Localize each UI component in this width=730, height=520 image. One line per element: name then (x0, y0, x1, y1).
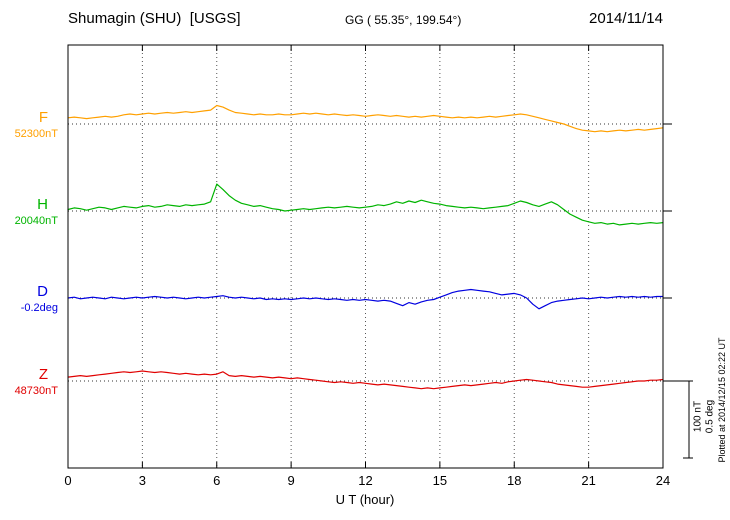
x-tick-label: 21 (581, 473, 596, 488)
geographic-coordinates: GG ( 55.35°, 199.54°) (345, 13, 462, 27)
x-tick-label: 24 (655, 473, 671, 488)
x-tick-label: 12 (358, 473, 373, 488)
x-tick-label: 0 (64, 473, 72, 488)
x-tick-label: 15 (432, 473, 448, 488)
trace-D (67, 288, 664, 310)
scale-bar-label-nt: 100 nT (692, 400, 704, 433)
x-tick-label: 6 (213, 473, 221, 488)
date-label: 2014/11/14 (589, 10, 663, 27)
series-baseline-value-h: 20040nT (14, 215, 58, 227)
x-tick-label: 18 (507, 473, 522, 488)
trace-Z (67, 370, 664, 390)
series-baseline-value-z: 48730nT (14, 385, 58, 397)
x-tick-label: 9 (287, 473, 295, 488)
trace-H (67, 183, 664, 226)
series-label-d: D (37, 283, 48, 300)
series-baseline-value-f: 52300nT (14, 128, 58, 140)
x-axis-label: U T (hour) (335, 492, 395, 507)
series-baseline-value-d: -0.2deg (20, 302, 58, 314)
series-label-f: F (38, 109, 48, 126)
station-title: Shumagin (SHU) [USGS] (68, 10, 241, 27)
plot-border (67, 44, 664, 469)
series-label-h: H (37, 196, 48, 213)
x-tick-label: 3 (138, 473, 146, 488)
plotted-at-note: Plotted at 2014/12/15 02:22 UT (717, 337, 727, 463)
trace-F (67, 104, 664, 133)
scale-bar-label-deg: 0.5 deg (704, 399, 716, 434)
series-label-z: Z (38, 366, 48, 383)
